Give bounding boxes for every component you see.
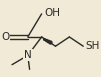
Text: N: N	[24, 50, 32, 60]
Text: OH: OH	[44, 8, 60, 18]
Text: SH: SH	[86, 41, 100, 51]
Text: O: O	[1, 32, 9, 42]
